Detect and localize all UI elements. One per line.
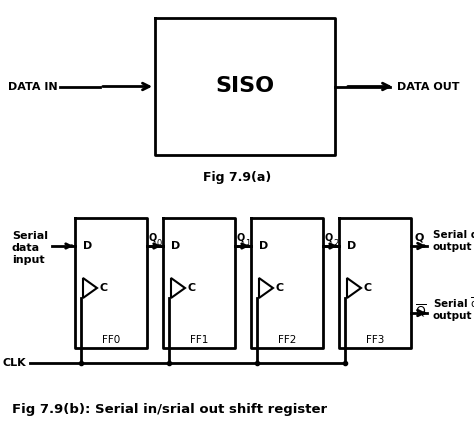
Text: C: C: [276, 283, 284, 293]
Text: DATA OUT: DATA OUT: [397, 82, 459, 92]
Text: SISO: SISO: [216, 76, 274, 96]
Text: FF0: FF0: [102, 335, 120, 345]
Text: CLK: CLK: [2, 358, 26, 368]
Text: Q: Q: [415, 232, 424, 242]
Text: Q: Q: [237, 233, 245, 243]
Text: C: C: [188, 283, 196, 293]
Text: Q: Q: [149, 233, 157, 243]
Text: Fig 7.9(a): Fig 7.9(a): [203, 171, 271, 184]
Text: FF2: FF2: [278, 335, 296, 345]
Text: 2: 2: [333, 239, 338, 247]
Text: Q: Q: [325, 233, 333, 243]
Text: D: D: [259, 241, 268, 251]
Text: FF3: FF3: [366, 335, 384, 345]
Text: Serial $\overline{\mathrm{data}}$
output: Serial $\overline{\mathrm{data}}$ output: [433, 295, 474, 321]
Text: FF1: FF1: [190, 335, 208, 345]
Text: C: C: [364, 283, 372, 293]
Text: 1: 1: [245, 239, 250, 247]
Text: Serial data
output: Serial data output: [433, 230, 474, 252]
Text: Fig 7.9(b): Serial in/srial out shift register: Fig 7.9(b): Serial in/srial out shift re…: [12, 404, 327, 417]
Text: 0: 0: [157, 239, 162, 247]
Text: D: D: [83, 241, 92, 251]
Text: $\overline{\mathrm{Q}}$: $\overline{\mathrm{Q}}$: [415, 303, 427, 319]
Text: D: D: [171, 241, 180, 251]
Text: Serial
data
input: Serial data input: [12, 231, 48, 265]
Text: DATA IN: DATA IN: [9, 82, 58, 92]
Text: C: C: [100, 283, 108, 293]
Text: D: D: [347, 241, 356, 251]
